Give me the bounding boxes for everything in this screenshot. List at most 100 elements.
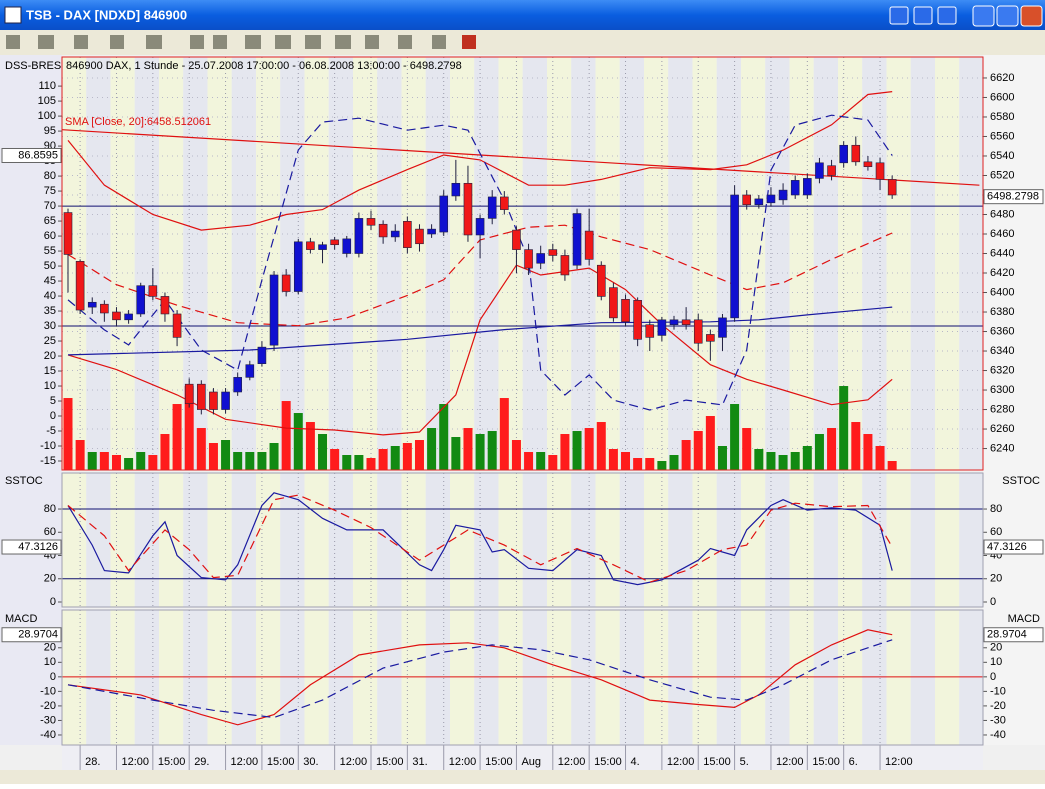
value-box [1, 147, 62, 163]
y-tick-label: 20 [990, 573, 1002, 585]
candle-body [669, 319, 679, 325]
y-tick-label: 6580 [990, 111, 1014, 123]
y-tick-label: -10 [40, 685, 56, 697]
y-tick-label: 6400 [990, 286, 1014, 298]
tool-icon[interactable] [146, 35, 162, 49]
volume-bar [63, 398, 73, 470]
tool-icon[interactable] [74, 35, 88, 49]
tool-icon[interactable] [245, 35, 261, 49]
tool-icon[interactable] [213, 35, 227, 49]
volume-bar [196, 428, 206, 470]
sma-label: SMA [Close, 20]:6458.512061 [65, 116, 211, 128]
tool-icon[interactable] [365, 35, 379, 49]
window-title: TSB - DAX [NDXD] 846900 [26, 7, 187, 22]
tool-icon[interactable] [190, 35, 204, 49]
y-tick-label: 6380 [990, 306, 1014, 318]
panel-border [61, 609, 984, 746]
chart-header: 846900 DAX, 1 Stunde - 25.07.2008 17:00:… [66, 60, 462, 72]
volume-bar [717, 446, 727, 470]
volume-bar [293, 413, 303, 470]
x-tick-label: 15:00 [812, 756, 840, 768]
volume-bar [524, 452, 534, 470]
y-tick-label: 6460 [990, 228, 1014, 240]
x-tick-label: 30. [303, 756, 318, 768]
tool-icon[interactable] [110, 35, 124, 49]
current-value-label: 86.8595 [18, 149, 58, 161]
close-button[interactable] [1020, 5, 1043, 27]
candle-body [609, 287, 618, 319]
window-button[interactable] [889, 6, 909, 25]
tool-icon[interactable] [398, 35, 412, 49]
volume-bar [208, 443, 218, 470]
y2-tick-label: 25 [44, 335, 56, 347]
y2-tick-label: 100 [38, 110, 56, 122]
tool-icon[interactable] [305, 35, 321, 49]
y-tick-label: -10 [990, 685, 1006, 697]
candle-body [778, 189, 788, 201]
tool-icon[interactable] [38, 35, 54, 49]
value-box [983, 627, 1044, 643]
volume-bar [305, 422, 315, 470]
current-value-label: 47.3126 [987, 541, 1027, 553]
tool-icon[interactable] [462, 35, 476, 49]
volume-bar [221, 440, 231, 470]
volume-group [63, 386, 897, 470]
series-group [62, 492, 983, 586]
volume-bar [257, 452, 267, 470]
minimize-button[interactable] [972, 5, 995, 27]
volume-bar [863, 434, 873, 470]
candle-body [172, 313, 182, 338]
y-tick-label: 6440 [990, 247, 1014, 259]
y-tick-label: 10 [990, 656, 1002, 668]
y-tick-label: 0 [990, 671, 996, 683]
candle-body [366, 218, 376, 226]
y2-tick-label: 15 [44, 365, 56, 377]
candle-body [306, 241, 315, 250]
volume-bar [463, 428, 473, 470]
volume-bar [245, 452, 255, 470]
y-tick-label: 20 [990, 642, 1002, 654]
series-group [62, 629, 983, 726]
volume-bar [802, 446, 812, 470]
candle-body [87, 301, 97, 308]
tool-icon[interactable] [275, 35, 291, 49]
candle-body [536, 253, 545, 264]
candle-body [451, 182, 461, 197]
candle-body [100, 303, 109, 314]
y2-tick-label: 60 [44, 230, 56, 242]
volume-bar [887, 461, 897, 470]
volume-bar [269, 443, 279, 470]
candle-body [875, 162, 885, 180]
x-tick-label: 12:00 [885, 756, 913, 768]
y-tick-label: 6600 [990, 91, 1014, 103]
y-tick-label: 60 [990, 526, 1002, 538]
candle-body [887, 179, 897, 196]
tool-icon[interactable] [432, 35, 446, 49]
tool-icon[interactable] [6, 35, 20, 49]
candle-body [475, 218, 485, 236]
y-tick-label: 6420 [990, 267, 1014, 279]
volume-bar [451, 437, 461, 470]
value-box [983, 539, 1044, 555]
indicator-label: DSS-BRES [5, 60, 61, 72]
panel-label: MACD [1008, 613, 1040, 625]
y-tick-label: -40 [40, 729, 56, 741]
volume-bar [851, 422, 861, 470]
candle-body [560, 255, 570, 276]
y-tick-label: -30 [40, 714, 56, 726]
y-tick-label: 6360 [990, 325, 1014, 337]
volume-bar [172, 404, 182, 470]
candle-body [209, 391, 218, 410]
volume-bar [184, 386, 194, 470]
tool-icon[interactable] [335, 35, 351, 49]
candle-body [500, 196, 509, 210]
candle-body [512, 229, 521, 250]
volume-bar [705, 416, 715, 470]
line-series [67, 91, 893, 231]
volume-bar [233, 452, 243, 470]
window-button[interactable] [913, 6, 933, 25]
window-button[interactable] [937, 6, 957, 25]
x-tick-label: 15:00 [158, 756, 186, 768]
x-tick-label: 29. [194, 756, 209, 768]
maximize-button[interactable] [996, 5, 1019, 27]
